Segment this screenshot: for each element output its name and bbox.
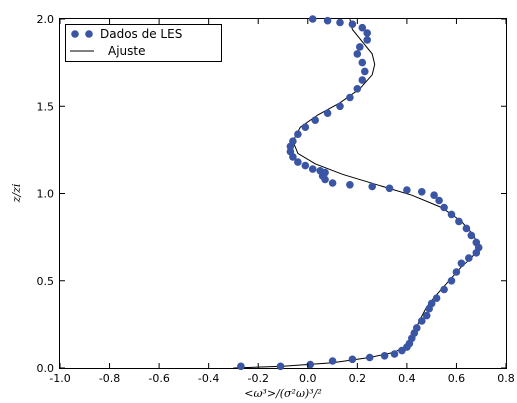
data-point [348,20,357,29]
data-point [316,167,325,175]
data-point [308,15,317,23]
y-axis-label: z/zi [10,184,23,204]
x-tick-label: 0.4 [398,372,416,385]
data-point [430,191,438,199]
legend-points-marker [71,30,79,38]
data-point [323,16,332,25]
data-point [385,184,394,193]
data-point [358,76,367,84]
data-point [353,85,362,93]
data-point [308,165,317,173]
x-tick-label: 0.8 [497,372,515,385]
data-point [358,23,367,32]
points-layer [237,15,483,371]
data-point [289,137,297,145]
data-point [328,179,337,187]
y-tick-label: 1.0 [37,188,55,201]
data-point [390,350,399,358]
data-point [346,93,354,102]
data-point [356,43,364,51]
data-point [306,360,315,369]
data-point [452,268,461,276]
data-point [403,186,411,194]
x-tick-label: -1.0 [49,372,70,385]
data-point [328,357,337,365]
data-point [455,217,463,226]
y-tick-label: 0.5 [37,275,55,288]
data-point [323,109,332,117]
y-tick-label: 0.0 [37,362,55,375]
data-point [447,277,456,285]
data-point [363,36,372,44]
x-tick-label: 0.6 [448,372,466,385]
data-point [336,102,344,111]
data-point [294,130,302,138]
data-point [368,182,377,191]
data-point [363,29,372,37]
x-tick-label: 0.0 [299,372,317,385]
data-point [346,181,354,189]
x-tick-label: -0.6 [148,372,169,385]
x-axis-label: <ω³>/(σ²ω)³/² [244,387,322,400]
data-point [361,67,369,76]
legend-label-fit: Ajuste [108,44,146,58]
y-tick-label: 1.5 [37,100,55,113]
data-point [467,231,476,240]
data-point [435,196,443,205]
legend-box [65,24,222,62]
data-point [353,50,362,58]
data-point [440,285,448,294]
y-tick-label: 2.0 [37,13,55,26]
data-point [294,158,302,166]
data-point [432,294,441,303]
ticks-layer: -1.0 -0.8 -0.6 -0.4 -0.2 0.0 0.2 0.4 0.6 0.8 0.0 0.… [37,13,515,385]
data-point [336,18,344,27]
plot-frame [59,18,507,369]
data-point [418,317,426,325]
legend: Dados de LES Ajuste [65,24,222,62]
data-point [358,58,367,67]
data-point [276,362,285,371]
data-point [457,259,466,268]
data-point [413,324,421,332]
data-point [462,224,471,233]
data-point [472,238,481,247]
data-point [348,355,357,364]
data-point [301,123,310,131]
legend-points-marker [85,30,93,38]
data-point [447,210,456,219]
data-point [422,311,431,320]
data-point [365,353,374,362]
data-point [440,203,448,212]
x-tick-label: -0.8 [99,372,120,385]
x-tick-label: -0.4 [198,372,219,385]
data-point [418,188,426,196]
data-point [311,116,320,124]
data-point [237,362,245,371]
x-tick-label: -0.2 [247,372,268,385]
data-point [427,299,436,308]
data-point [380,352,389,360]
data-point [465,254,473,262]
data-point [301,161,310,170]
x-tick-label: 0.2 [349,372,367,385]
legend-label-points: Dados de LES [100,27,182,41]
data-point [286,147,295,156]
